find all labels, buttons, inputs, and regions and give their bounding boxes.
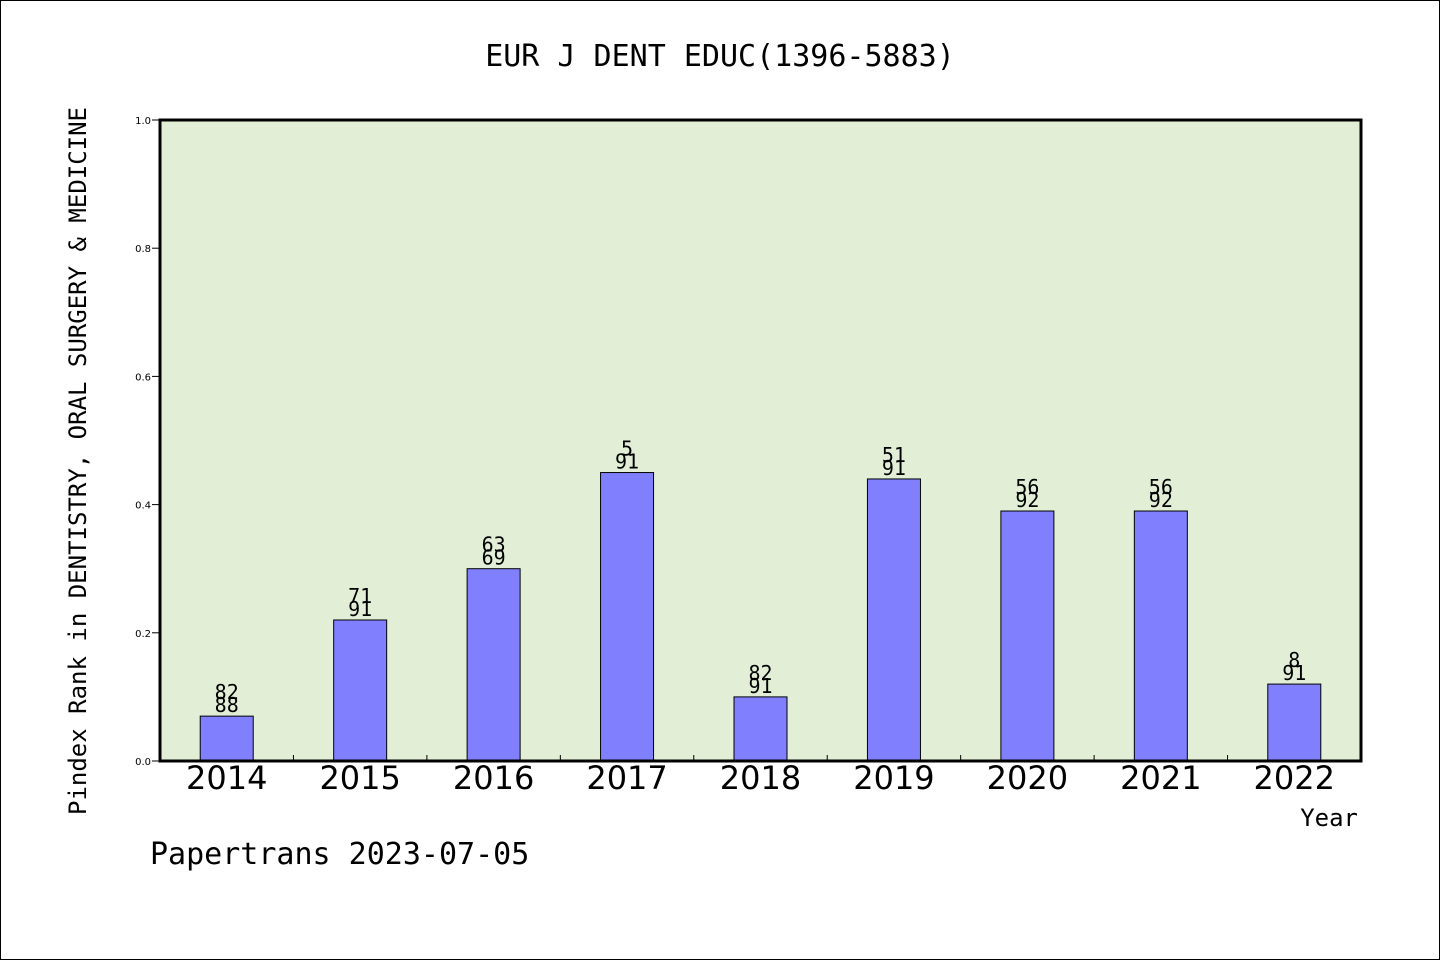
bar-rank-label: 82 [215, 680, 239, 704]
y-tick-label: 0.8 [135, 244, 151, 255]
bar-total-label: 91 [348, 597, 372, 621]
bars-group [199, 472, 1322, 762]
bar-rank-label: 5 [621, 437, 633, 461]
bar-2022 [1267, 683, 1322, 762]
y-tick-label: 0.6 [135, 372, 151, 383]
bar-2016 [466, 568, 521, 762]
bar-rank-label: 82 [748, 661, 772, 685]
bar-2015 [333, 619, 388, 762]
bar-2018 [733, 696, 788, 762]
x-tick-label: 2014 [186, 759, 267, 797]
bar-2017 [600, 472, 655, 762]
bar-rank-label: 63 [482, 533, 506, 557]
bar-rank-label: 71 [348, 584, 372, 608]
bar-total-label: 92 [1015, 488, 1039, 512]
footer-credit: Papertrans 2023-07-05 [150, 837, 529, 872]
x-tick-label: 2017 [586, 759, 667, 797]
bar-total-label: 91 [882, 456, 906, 480]
x-tick-label: 2021 [1120, 759, 1201, 797]
bar-total-label: 88 [215, 693, 239, 717]
bar-rank-label: 56 [1015, 475, 1039, 499]
bar-total-label: 69 [482, 546, 506, 570]
x-tick-label: 2015 [319, 759, 400, 797]
bar-total-label: 91 [615, 450, 639, 474]
bar-rank-label: 56 [1149, 475, 1173, 499]
y-axis-label: Pindex Rank in DENTISTRY, ORAL SURGERY &… [64, 107, 92, 815]
bar-total-label: 92 [1149, 488, 1173, 512]
plot-border [158, 118, 1363, 763]
bar-2020 [1000, 510, 1055, 762]
y-tick-label: 0.2 [135, 629, 151, 640]
chart-title: EUR J DENT EDUC(1396-5883) [485, 39, 955, 74]
x-tick-label: 2019 [853, 759, 934, 797]
x-tick-label: 2018 [720, 759, 801, 797]
y-tick-label: 1.0 [135, 116, 151, 127]
bar-total-label: 91 [1282, 661, 1306, 685]
bar-rank-label: 8 [1288, 648, 1300, 672]
x-tick-label: 2020 [987, 759, 1068, 797]
x-axis-label: Year [1300, 804, 1358, 832]
y-tick-label: 0.0 [135, 757, 151, 768]
bar-total-label: 91 [748, 674, 772, 698]
y-tick-label: 0.4 [135, 501, 151, 512]
bar-rank-label: 51 [882, 443, 906, 467]
bar-2021 [1133, 510, 1188, 762]
y-axis: 0.0 0.2 0.4 0.6 0.8 1.0 [135, 116, 160, 768]
x-axis: 2014 2015 2016 2017 2018 2019 2020 2021 2022 [186, 755, 1335, 797]
bar-2019 [866, 478, 921, 762]
x-tick-label: 2016 [453, 759, 534, 797]
bar-2014 [199, 715, 254, 762]
x-tick-label: 2022 [1254, 759, 1335, 797]
